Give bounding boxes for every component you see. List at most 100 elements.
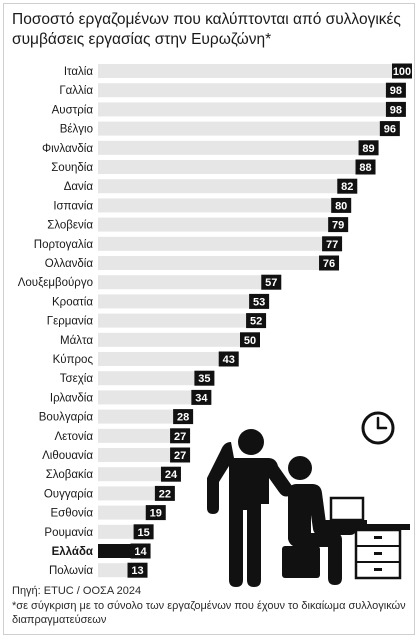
value-label-box (218, 351, 239, 367)
value-label-box (385, 82, 406, 98)
category-label: Δανία (64, 181, 94, 193)
value-label-box (191, 389, 212, 405)
category-label: Αυστρία (52, 104, 94, 116)
bar (98, 448, 181, 462)
category-label: Λετονία (54, 431, 93, 443)
value-label: 79 (332, 220, 344, 232)
bar-row: Ουγγαρία 22 (44, 485, 175, 501)
category-label: Πολωνία (49, 565, 93, 577)
value-label-box (249, 293, 270, 309)
bar-row: Γερμανία 52 (47, 313, 267, 329)
bar-row: Φινλανδία 89 (42, 140, 379, 156)
bar-row: Σουηδία 88 (51, 159, 376, 175)
value-label-box (173, 409, 194, 425)
bar (98, 64, 402, 78)
category-label: Κύπρος (53, 354, 94, 366)
value-label-box (194, 370, 215, 386)
bar-row: Λετονία 27 (54, 428, 191, 444)
bar-row: Ρουμανία 15 (44, 524, 154, 540)
bar-row: Δανία 82 (64, 178, 358, 194)
bar-row: Ιταλία 100 (64, 63, 412, 79)
value-label: 53 (253, 296, 265, 308)
category-label: Λουξεμβούργο (18, 277, 93, 289)
value-label: 76 (323, 258, 335, 270)
value-label: 52 (250, 316, 262, 328)
bar-row: Τσεχία 35 (60, 370, 215, 386)
category-label: Κροατία (52, 296, 93, 308)
bar-row: Αυστρία 98 (52, 101, 406, 117)
value-label-box (130, 543, 151, 559)
bar (98, 160, 366, 174)
value-label: 22 (159, 488, 171, 500)
value-label-box (379, 121, 400, 137)
value-label-box (385, 101, 406, 117)
footnote: *σε σύγκριση με το σύνολο των εργαζομένω… (12, 600, 406, 626)
bar-row: Εσθονία 19 (50, 505, 166, 521)
value-label: 27 (174, 450, 186, 462)
category-label: Μάλτα (60, 335, 93, 347)
bar-row: Ελλάδα 14 (52, 543, 151, 559)
value-label: 14 (134, 546, 147, 558)
value-label: 35 (198, 373, 210, 385)
bar (98, 294, 260, 309)
category-label: Φινλανδία (42, 143, 93, 155)
bar (98, 544, 141, 558)
bar (98, 390, 202, 405)
value-label-box (154, 485, 175, 501)
laptop-icon (325, 496, 367, 524)
category-label: Ελλάδα (52, 546, 93, 558)
bar (98, 256, 330, 270)
category-label: Ιρλανδία (50, 392, 93, 404)
value-label-box (355, 159, 376, 175)
value-label: 98 (390, 104, 402, 116)
bar (98, 102, 396, 117)
category-label: Ουγγαρία (44, 488, 93, 500)
category-label: Ιταλία (64, 66, 94, 78)
value-label-box (170, 447, 191, 463)
value-label: 96 (384, 124, 396, 136)
value-label-box (240, 332, 260, 348)
category-label: Βουλγαρία (39, 412, 94, 424)
bar-row: Λουξεμβούργο 57 (18, 274, 282, 290)
bar (98, 140, 369, 155)
category-label: Πορτογαλία (34, 239, 94, 251)
bar (98, 83, 396, 98)
bar-row: Γαλλία 98 (59, 82, 406, 98)
value-label: 19 (150, 508, 162, 520)
bar (98, 198, 342, 213)
bar-row: Κροατία 53 (52, 293, 270, 309)
desk-drawers-icon (322, 524, 410, 580)
category-label: Σλοβενία (47, 220, 93, 232)
office-workers-icon (207, 429, 356, 587)
bar (98, 313, 257, 328)
bar (98, 275, 272, 290)
category-label: Τσεχία (60, 373, 94, 385)
chart-footer: Πηγή: ETUC / ΟΟΣΑ 2024 *σε σύγκριση με τ… (12, 584, 412, 627)
value-label-box (170, 428, 191, 444)
bar-row: Βουλγαρία 28 (39, 409, 194, 425)
value-label-box (331, 197, 352, 213)
value-label: 24 (165, 469, 178, 481)
value-label-box (322, 236, 343, 252)
value-label: 88 (359, 162, 371, 174)
chart-title: Ποσοστό εργαζομένων που καλύπτονται από … (12, 11, 401, 48)
value-label: 80 (335, 200, 347, 212)
value-label: 82 (341, 181, 353, 193)
bar-row: Ιρλανδία 34 (50, 389, 212, 405)
bar (98, 371, 205, 386)
bar (98, 428, 181, 443)
bar-row: Βέλγιο 96 (60, 121, 400, 137)
value-label-box (261, 274, 282, 290)
value-label-box (337, 178, 358, 194)
bar (98, 121, 390, 136)
bar (98, 409, 184, 424)
bar (98, 352, 229, 366)
value-label: 43 (223, 354, 235, 366)
category-label: Σλοβακία (46, 469, 94, 481)
value-label: 13 (131, 565, 143, 577)
category-label: Λιθουανία (42, 450, 93, 462)
category-label: Ολλανδία (45, 258, 94, 270)
category-label: Γερμανία (47, 316, 94, 328)
category-label: Σουηδία (51, 162, 93, 174)
